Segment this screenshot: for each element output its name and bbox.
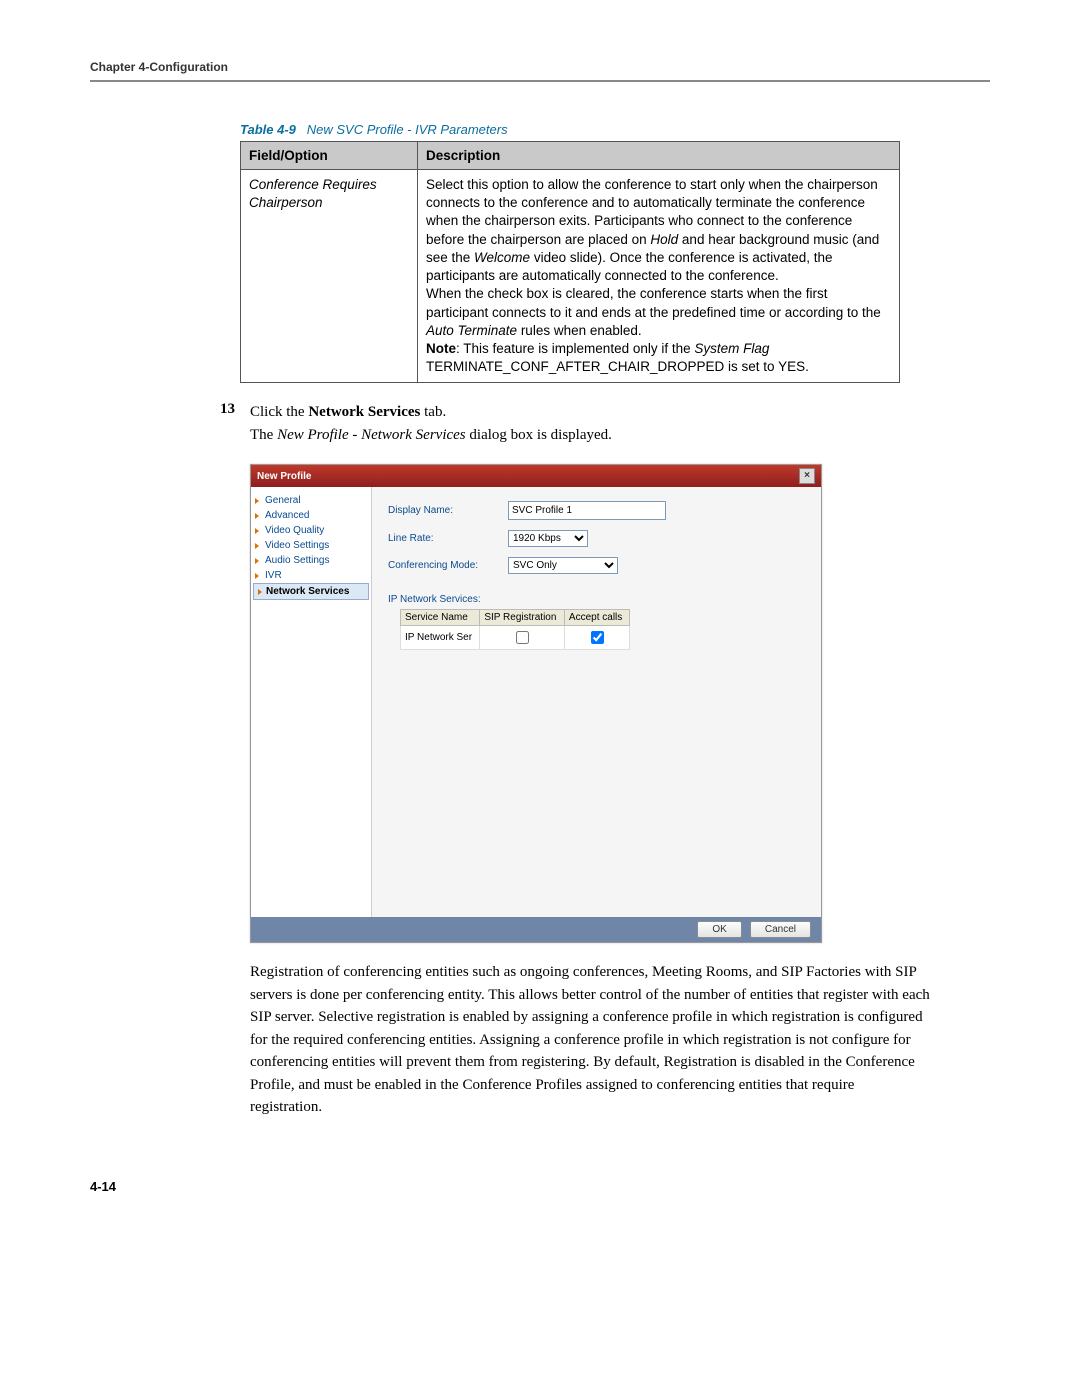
col-description: Description xyxy=(418,142,900,170)
net-col-accept: Accept calls xyxy=(564,610,629,626)
step-number: 13 xyxy=(220,401,250,446)
net-col-service: Service Name xyxy=(401,610,480,626)
dialog-footer: OK Cancel xyxy=(251,917,821,942)
caption-prefix: Table 4-9 xyxy=(240,122,296,137)
field-cell: Conference Requires Chairperson xyxy=(241,170,418,383)
dialog-sidebar: General Advanced Video Quality Video Set… xyxy=(251,487,372,917)
table-row: Conference Requires Chairperson Select t… xyxy=(241,170,900,383)
step-text: Click the Network Services tab. The New … xyxy=(250,401,612,446)
ivr-parameters-table: Field/Option Description Conference Requ… xyxy=(240,141,900,383)
desc-cell: Select this option to allow the conferen… xyxy=(418,170,900,383)
conf-mode-select[interactable]: SVC Only xyxy=(508,557,618,574)
line-rate-label: Line Rate: xyxy=(388,533,508,544)
sidebar-item-video-quality[interactable]: Video Quality xyxy=(251,523,371,538)
sidebar-item-ivr[interactable]: IVR xyxy=(251,568,371,583)
col-field: Field/Option xyxy=(241,142,418,170)
step-13: 13 Click the Network Services tab. The N… xyxy=(220,401,990,446)
caption-text xyxy=(300,122,307,137)
ip-network-services-table: Service Name SIP Registration Accept cal… xyxy=(400,609,630,650)
sidebar-item-video-settings[interactable]: Video Settings xyxy=(251,538,371,553)
page-number: 4-14 xyxy=(90,1179,990,1194)
table-caption: Table 4-9 New SVC Profile - IVR Paramete… xyxy=(240,122,990,137)
display-name-label: Display Name: xyxy=(388,505,508,516)
sidebar-item-network-services[interactable]: Network Services xyxy=(253,583,369,600)
dialog-title-text: New Profile xyxy=(257,471,311,482)
line-rate-select[interactable]: 1920 Kbps xyxy=(508,530,588,547)
net-col-sip: SIP Registration xyxy=(480,610,565,626)
close-icon[interactable]: × xyxy=(799,468,815,484)
ok-button[interactable]: OK xyxy=(697,921,741,938)
ip-services-label: IP Network Services: xyxy=(388,594,805,605)
chapter-header: Chapter 4-Configuration xyxy=(90,60,990,82)
conf-mode-label: Conferencing Mode: xyxy=(388,560,508,571)
dialog-main: Display Name: Line Rate: 1920 Kbps Confe… xyxy=(372,487,821,917)
display-name-input[interactable] xyxy=(508,501,666,520)
dialog-titlebar: New Profile × xyxy=(251,465,821,487)
sip-registration-checkbox[interactable] xyxy=(516,631,529,644)
registration-paragraph: Registration of conferencing entities su… xyxy=(250,961,930,1119)
sidebar-item-advanced[interactable]: Advanced xyxy=(251,508,371,523)
sidebar-item-audio-settings[interactable]: Audio Settings xyxy=(251,553,371,568)
sidebar-item-general[interactable]: General xyxy=(251,493,371,508)
new-profile-dialog: New Profile × General Advanced Video Qua… xyxy=(250,464,822,943)
accept-calls-checkbox[interactable] xyxy=(591,631,604,644)
net-table-row: IP Network Ser xyxy=(401,626,630,650)
net-service-name: IP Network Ser xyxy=(401,626,480,650)
cancel-button[interactable]: Cancel xyxy=(750,921,811,938)
